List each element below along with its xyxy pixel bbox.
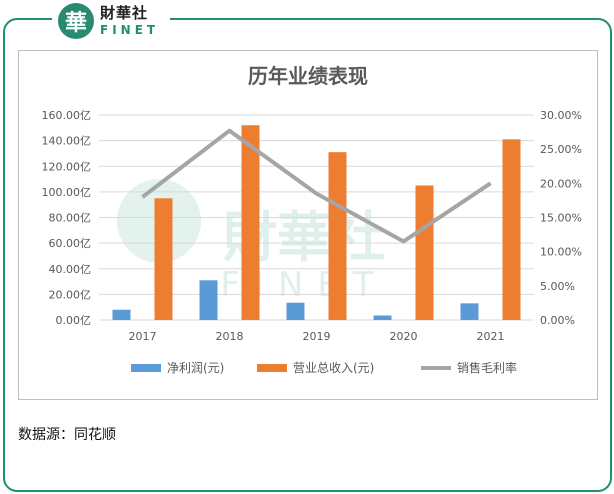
brand-name-en: FINET [100,23,160,37]
y-right-tick-label: 0.00% [540,314,575,327]
x-tick-label: 2017 [129,330,157,343]
y-left-tick-label: 40.00亿 [49,263,92,276]
y-left-tick-label: 160.00亿 [42,109,92,122]
bar-revenue [415,185,434,320]
legend-label: 营业总收入(元) [293,361,374,375]
y-left-tick-label: 140.00亿 [42,135,92,148]
y-right-tick-label: 15.00% [540,212,582,225]
brand-logo: 華 財華社 FINET [52,0,170,42]
legend-swatch [131,364,161,372]
y-left-tick-label: 100.00亿 [42,186,92,199]
bar-net-profit [286,302,305,320]
y-left-tick-label: 60.00亿 [49,237,92,250]
legend-label: 销售毛利率 [457,360,517,375]
y-left-tick-label: 120.00亿 [42,160,92,173]
brand-seal-icon: 華 [58,3,94,39]
y-left-tick-label: 0.00亿 [56,314,92,327]
y-left-tick-label: 20.00亿 [49,288,92,301]
y-right-tick-label: 30.00% [540,109,582,122]
y-right-tick-label: 25.00% [540,143,582,156]
performance-chart: 財華社FINET历年业绩表现0.00亿20.00亿40.00亿60.00亿80.… [42,64,582,375]
x-tick-label: 2020 [390,330,418,343]
bar-revenue [154,198,173,320]
legend-swatch [257,364,287,372]
bar-revenue [328,152,347,320]
bar-net-profit [373,315,392,320]
y-right-tick-label: 5.00% [540,280,575,293]
bar-net-profit [460,303,479,320]
brand-name-cn: 財華社 [100,4,149,22]
bar-revenue [241,125,260,320]
x-tick-label: 2021 [477,330,505,343]
bar-revenue [502,139,521,320]
x-tick-label: 2019 [303,330,331,343]
y-right-tick-label: 20.00% [540,177,582,190]
y-right-tick-label: 10.00% [540,246,582,259]
chart-panel: 財華社 FINET 历年业绩表现 0.00亿 20.00亿 40.00亿 60.00亿 80.… [18,50,598,400]
data-source-note: 数据源：同花顺 [18,427,116,443]
bar-net-profit [199,280,218,320]
legend-label: 净利润(元) [167,361,224,375]
x-tick-label: 2018 [216,330,244,343]
y-left-tick-label: 80.00亿 [49,212,92,225]
chart-title: 历年业绩表现 [248,64,368,88]
bar-net-profit [112,309,131,320]
